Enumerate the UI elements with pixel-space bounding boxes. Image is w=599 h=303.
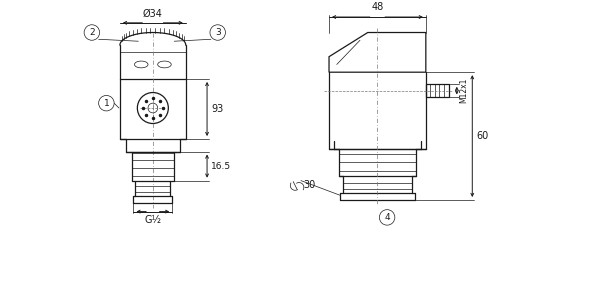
Text: 30: 30 bbox=[303, 181, 315, 191]
Text: 48: 48 bbox=[371, 2, 383, 12]
Bar bbox=[426, 84, 449, 97]
Circle shape bbox=[99, 95, 114, 111]
Text: M12x1: M12x1 bbox=[459, 78, 468, 103]
Circle shape bbox=[210, 25, 225, 40]
Text: 4: 4 bbox=[385, 213, 390, 222]
Text: 3: 3 bbox=[215, 28, 220, 37]
Circle shape bbox=[84, 25, 99, 40]
Text: Ø34: Ø34 bbox=[143, 9, 163, 19]
Text: G½: G½ bbox=[144, 215, 161, 225]
Circle shape bbox=[379, 210, 395, 225]
Text: 1: 1 bbox=[104, 99, 109, 108]
Text: 2: 2 bbox=[89, 28, 95, 37]
Text: 16.5: 16.5 bbox=[211, 161, 231, 171]
Text: 93: 93 bbox=[211, 104, 223, 114]
Text: 60: 60 bbox=[476, 131, 488, 141]
